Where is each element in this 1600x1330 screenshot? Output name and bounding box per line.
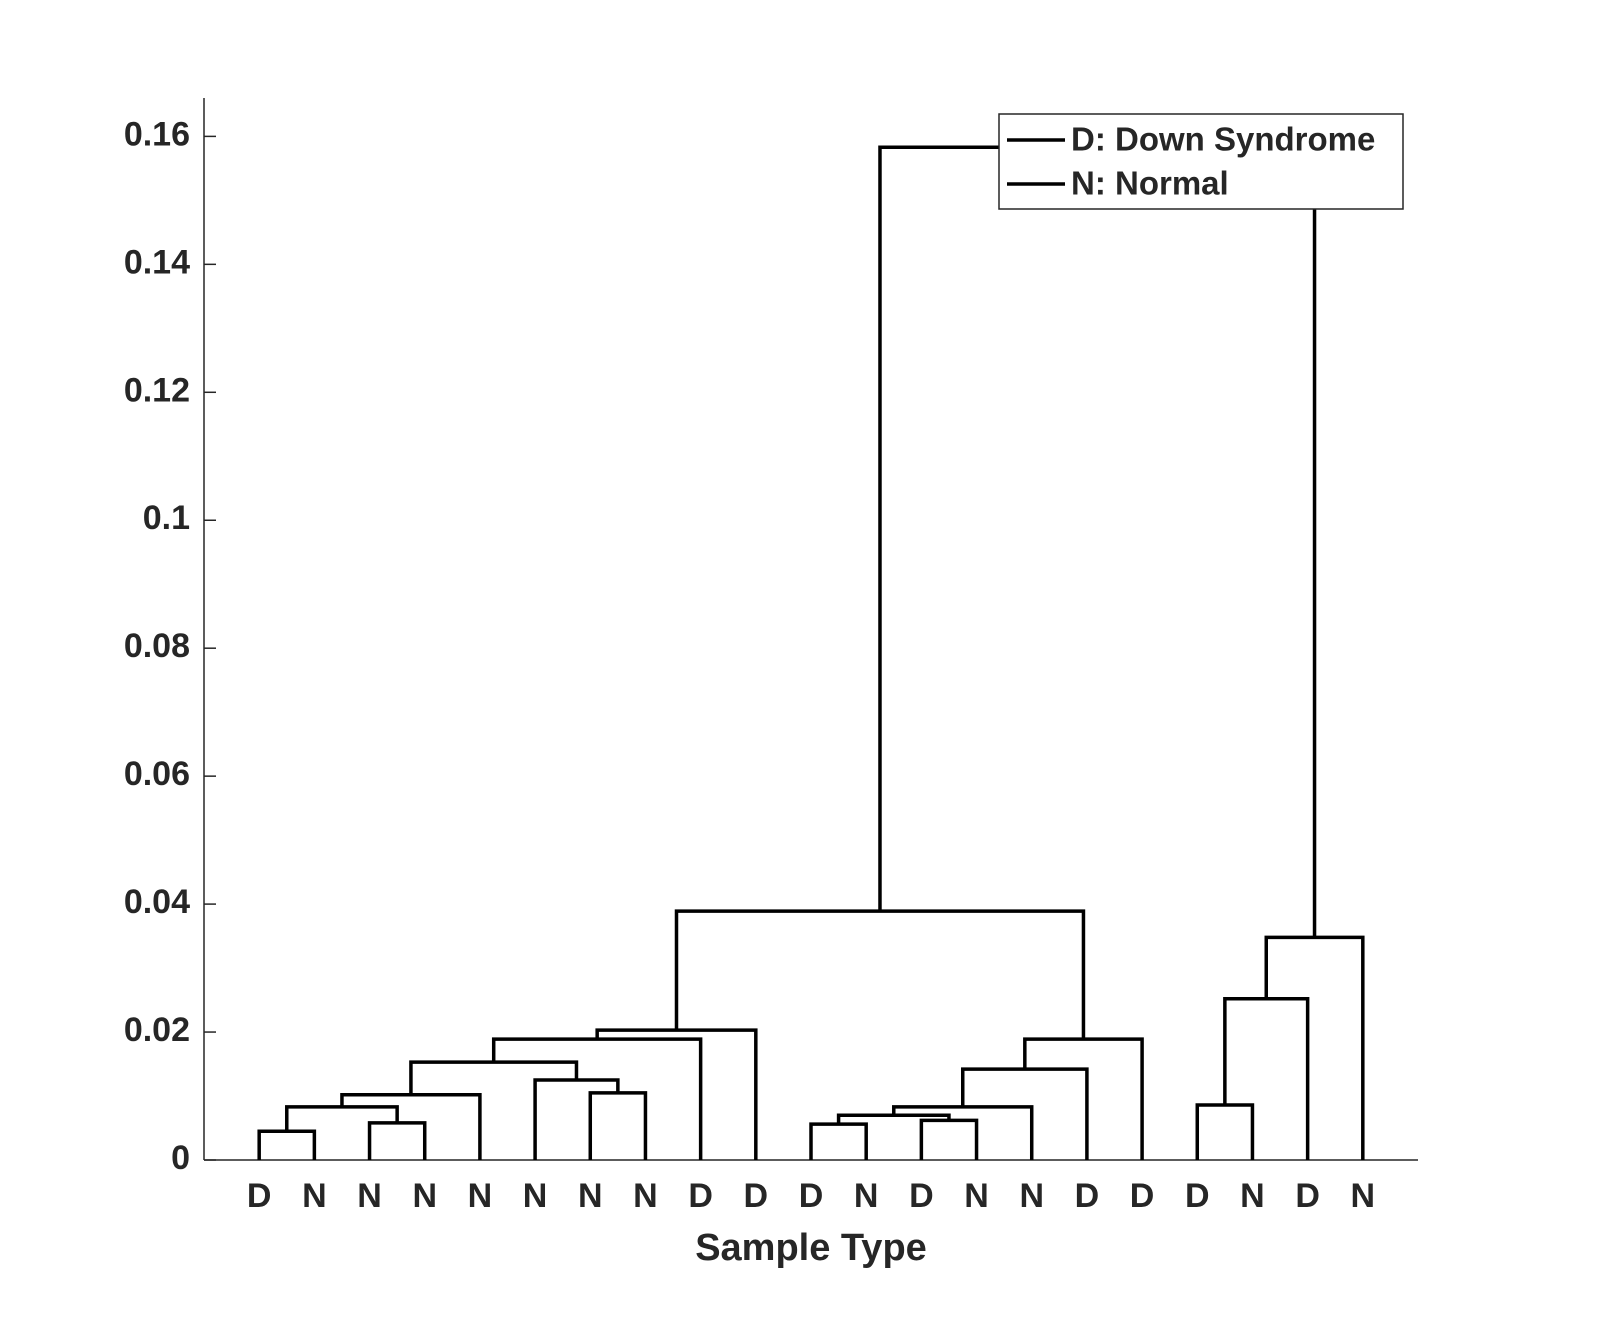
x-tick-label: D [909,1177,934,1215]
y-tick-label: 0.14 [124,243,190,281]
y-tick-label: 0.02 [124,1011,190,1049]
x-axis-label: Sample Type [695,1227,927,1269]
link [1195,1103,1255,1160]
y-tick-label: 0.04 [124,883,190,921]
x-tick-label: N [302,1177,327,1215]
x-tick-label: D [688,1177,713,1215]
x-tick-label: N [964,1177,989,1215]
link [367,1121,427,1160]
x-tick-label: D [799,1177,824,1215]
x-tick-label: N [357,1177,382,1215]
link [340,1092,482,1160]
link [809,1122,868,1160]
legend-label: D: Down Syndrome [1071,121,1375,158]
link [919,1118,979,1160]
y-tick-label: 0.1 [143,499,190,537]
link [1223,997,1310,1160]
x-tick-label: D [744,1177,769,1215]
x-tick-label: D [1295,1177,1320,1215]
x-tick-label: N [523,1177,548,1215]
x-tick-label: D [1075,1177,1100,1215]
x-tick-label: D [247,1177,272,1215]
x-tick-label: N [412,1177,437,1215]
x-tick-label: D [1185,1177,1210,1215]
x-tick-label: N [633,1177,658,1215]
link [285,1105,399,1132]
link [1264,935,1365,1160]
y-tick-label: 0.16 [124,115,190,153]
link [257,1129,317,1160]
y-tick-label: 0 [171,1139,190,1177]
link [595,1028,758,1160]
y-tick-label: 0.12 [124,371,190,409]
x-tick-label: N [854,1177,879,1215]
x-tick-label: N [578,1177,603,1215]
link [588,1091,648,1160]
legend-label: N: Normal [1071,165,1229,202]
y-tick-label: 0.06 [124,755,190,793]
link [674,909,1086,1040]
link [878,145,1317,938]
x-tick-label: N [468,1177,493,1215]
link [1023,1037,1144,1160]
x-tick-label: D [1130,1177,1155,1215]
link [836,1113,951,1125]
x-tick-label: N [1240,1177,1265,1215]
x-tick-label: N [1351,1177,1376,1215]
y-tick-label: 0.08 [124,627,190,665]
legend-box [998,113,1404,210]
x-tick-label: N [1019,1177,1044,1215]
link [961,1067,1089,1160]
link [491,1037,703,1160]
link [409,1060,579,1095]
